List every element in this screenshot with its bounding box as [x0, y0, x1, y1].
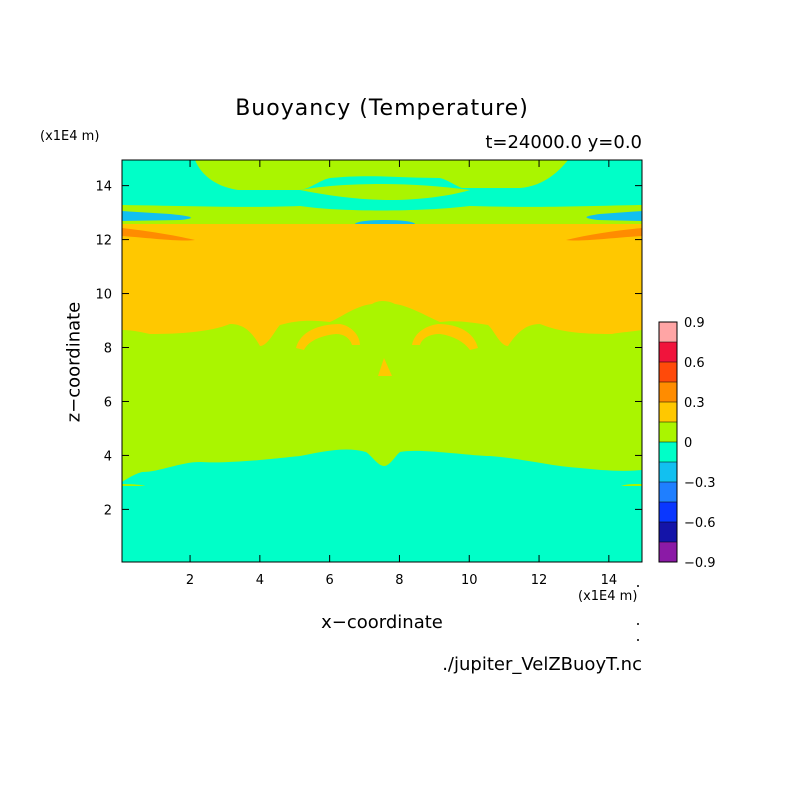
chart-subtitle: t=24000.0 y=0.0: [485, 132, 642, 153]
colorbar-swatch: [659, 482, 677, 502]
colorbar-tick-label: −0.9: [684, 556, 716, 571]
x-axis-ticks: 2 4 6 8 10 12 14: [186, 160, 617, 588]
plot-frame: [121, 159, 643, 563]
region-red-streak-left: [122, 228, 195, 241]
y-tick-label: 2: [104, 503, 112, 518]
region-lower-negative-fill: [122, 486, 642, 562]
region-orange-arc-left: [296, 324, 360, 350]
y-tick-label: 14: [95, 180, 112, 195]
x-tick-label: 2: [186, 573, 194, 588]
y-tick-label: 8: [104, 342, 112, 357]
colorbar-tick-label: 0.6: [684, 356, 705, 371]
x-tick-label: 6: [326, 573, 334, 588]
colorbar-swatch: [659, 462, 677, 482]
colorbar-tick-label: 0: [684, 436, 692, 451]
y-tick-label: 12: [95, 234, 112, 249]
y-tick-label: 10: [95, 288, 112, 303]
colorbar-tick-label: −0.3: [684, 476, 716, 491]
colorbar-swatch: [659, 422, 677, 442]
x-tick-label: 14: [601, 573, 618, 588]
colorbar-tick-label: 0.3: [684, 396, 705, 411]
colorbar-swatch: [659, 442, 677, 462]
y-tick-label: 4: [104, 449, 112, 464]
x-tick-label: 8: [395, 573, 403, 588]
x-tick-label: 4: [256, 573, 264, 588]
decorative-dots: [637, 585, 639, 641]
region-red-streak-right: [566, 228, 642, 241]
colorbar-swatch: [659, 342, 677, 362]
region-blue-band-right: [586, 211, 642, 221]
chart-title: Buoyancy (Temperature): [235, 96, 529, 121]
plot-area: [122, 160, 642, 562]
colorbar: −0.9 −0.6 −0.3 0 0.3 0.6 0.9: [658, 316, 716, 571]
y-axis-ticks: 2 4 6 8 10 12 14: [95, 180, 642, 518]
x-tick-label: 10: [461, 573, 478, 588]
colorbar-swatch: [659, 322, 677, 342]
region-orange-layer: [122, 224, 642, 346]
region-orange-spike: [378, 358, 392, 376]
region-orange-arc-right: [412, 324, 478, 350]
colorbar-swatch: [659, 402, 677, 422]
x-tick-label: 12: [531, 573, 548, 588]
colorbar-swatch: [659, 522, 677, 542]
y-tick-label: 6: [104, 395, 112, 410]
colorbar-tick-label: −0.6: [684, 516, 716, 531]
region-upper-positive-pocket: [300, 184, 470, 200]
source-file-label: ./jupiter_VelZBuoyT.nc: [442, 654, 642, 675]
colorbar-swatch: [659, 362, 677, 382]
colorbar-swatch: [659, 542, 677, 562]
colorbar-swatch: [659, 382, 677, 402]
y-units-label: (x1E4 m): [40, 129, 100, 144]
colorbar-tick-label: 0.9: [684, 316, 705, 331]
x-units-label: (x1E4 m): [578, 589, 638, 604]
region-blue-band: [122, 211, 191, 221]
region-upper-positive-strip: [122, 205, 642, 222]
x-axis-label: x−coordinate: [321, 612, 443, 633]
colorbar-swatch: [659, 502, 677, 522]
